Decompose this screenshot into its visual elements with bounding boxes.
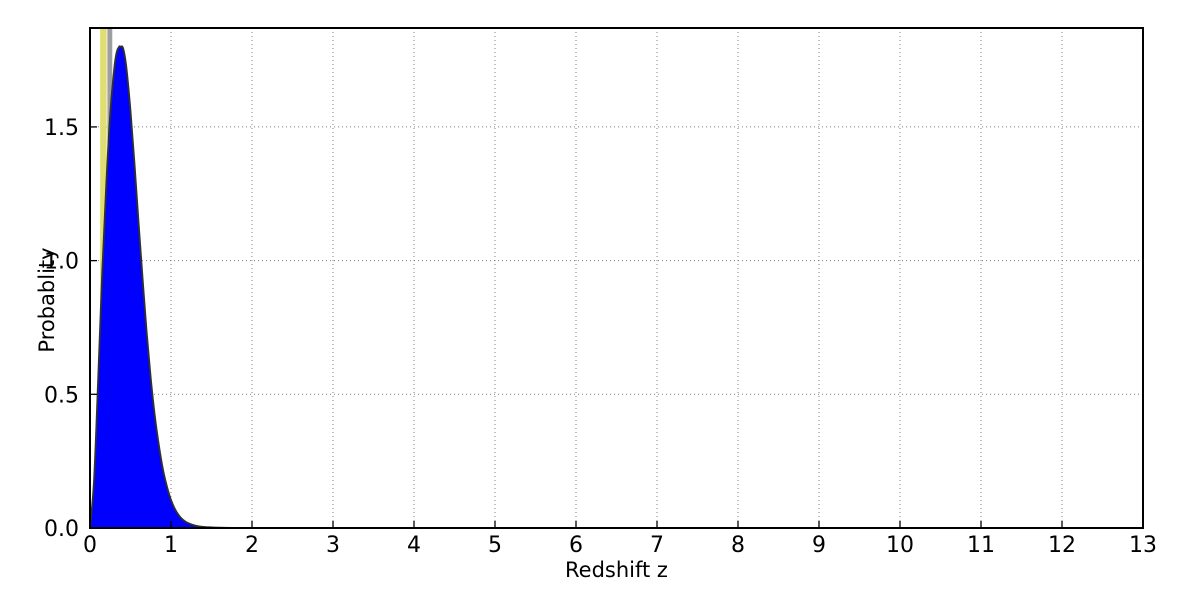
x-tick-label: 9 xyxy=(812,533,826,558)
y-axis-label: Probablity xyxy=(35,247,59,353)
y-tick-label: 1.5 xyxy=(44,116,79,141)
x-tick-label: 0 xyxy=(83,533,97,558)
y-tick-label: 1.0 xyxy=(44,250,79,275)
x-tick-label: 3 xyxy=(326,533,340,558)
x-tick-label: 11 xyxy=(967,533,995,558)
x-axis-tick-labels: 0 1 2 3 4 5 6 7 8 9 10 11 12 13 xyxy=(83,533,1157,558)
x-tick-label: 6 xyxy=(569,533,583,558)
axes-frame xyxy=(89,27,1144,529)
x-tick-label: 12 xyxy=(1048,533,1076,558)
y-tick-label: 0.0 xyxy=(44,517,79,542)
x-tick-label: 1 xyxy=(164,533,178,558)
pdf-curve-line xyxy=(90,45,1143,528)
x-tick-label: 4 xyxy=(407,533,421,558)
x-tick-label: 7 xyxy=(650,533,664,558)
x-tick-label: 13 xyxy=(1129,533,1157,558)
x-tick-label: 8 xyxy=(731,533,745,558)
y-axis-tick-labels: 0.0 0.5 1.0 1.5 xyxy=(44,116,79,542)
x-tick-label: 2 xyxy=(245,533,259,558)
x-tick-label: 10 xyxy=(886,533,914,558)
x-axis-label: Redshift z xyxy=(565,558,668,582)
plot-background xyxy=(90,28,1143,528)
y-tick-label: 0.5 xyxy=(44,383,79,408)
x-gridlines xyxy=(170,28,1063,528)
x-tick-label: 5 xyxy=(488,533,502,558)
pdf-series-group xyxy=(90,45,1143,528)
